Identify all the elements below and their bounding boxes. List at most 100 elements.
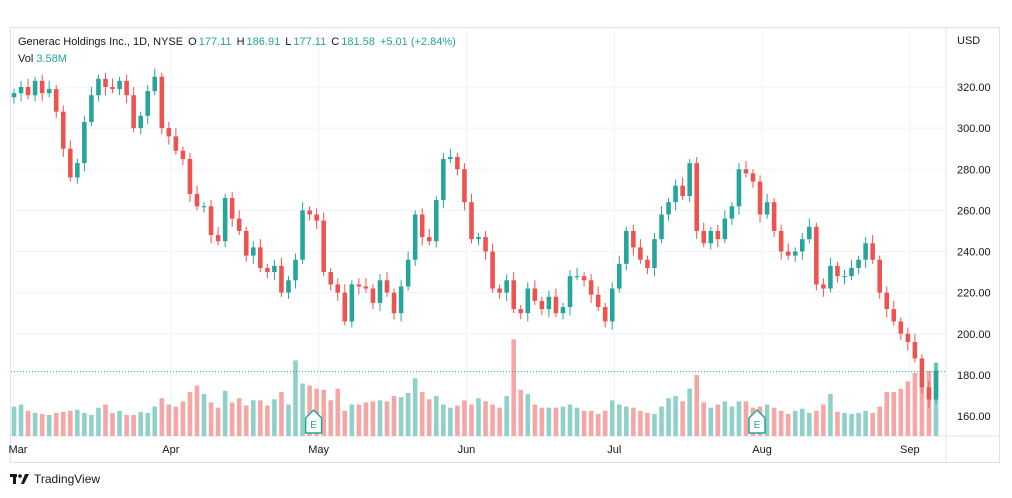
volume-bar [638,410,643,436]
volume-bar [736,401,742,436]
volume-bar [173,406,179,436]
candle-body [553,296,559,314]
volume-bar [567,404,573,436]
volume-bar [799,408,805,436]
volume-bar [272,399,277,436]
candle-body [138,115,143,129]
candle-body [412,214,418,260]
volume-bar [405,392,411,436]
volume-bar [124,415,129,436]
candle-body [75,163,80,178]
brand-name: TradingView [34,472,101,486]
candle-body [835,265,840,277]
volume-bar [680,401,685,436]
candle-body [807,226,812,240]
volume-bar [469,404,474,436]
low-label: L [285,36,292,48]
candle-body [455,156,460,170]
volume-bar [434,396,439,436]
candle-body [117,80,122,90]
volume-bar [222,390,228,436]
volume-bar [785,413,791,436]
candle-body [546,296,552,310]
candle-body [722,218,728,240]
volume-bar [363,402,369,436]
volume-bar [912,373,918,436]
candle-body [251,247,256,256]
volume-bar [884,391,890,436]
candle-body [652,239,657,268]
candle-body [877,259,882,293]
candle-body [504,280,509,293]
branding[interactable]: TradingView [10,472,100,486]
candle-body [201,206,207,208]
vol-label[interactable]: Vol [18,53,34,65]
candle-body [68,148,73,178]
volume-bar [856,412,861,436]
candle-body [588,280,594,295]
volume-bar [743,401,749,436]
candle-body [279,265,284,293]
volume-bars [11,339,939,436]
volume-bar [764,404,770,436]
volume-bar [771,407,777,436]
symbol-title[interactable]: Generac Holdings Inc., 1D, NYSE [18,36,184,48]
volume-bar [18,404,24,436]
candle-body [180,150,186,159]
candle-body [419,214,425,238]
candle-body [483,237,488,252]
chart-frame[interactable] [10,27,1000,463]
candle-body [821,284,826,289]
candle-body [300,210,305,260]
earnings-marker[interactable]: E [304,408,323,434]
candle-body [743,169,749,174]
candle-body [898,321,904,334]
candle-body [208,206,214,236]
volume-bar [110,412,115,436]
volume-bar [616,404,622,436]
candle-body [82,121,87,164]
candle-body [103,78,108,87]
volume-bar [258,400,263,436]
earnings-marker-label: E [754,420,761,431]
volume-bar [39,413,45,436]
candle-body [490,251,495,289]
volume-bar [187,391,193,436]
volume-bar [25,410,31,436]
volume-bar [342,410,348,436]
candle-body [666,202,671,215]
volume-bar [300,383,305,436]
candle-body [131,95,136,129]
time-axis: Mar Apr May Jun Jul Aug Sep [9,444,920,456]
candle-body [405,259,411,287]
volume-bar [53,412,59,436]
candle-body [602,307,608,322]
volume-bar [863,410,868,436]
candle-body [645,259,650,268]
candle-body [145,91,151,116]
candle-body [462,169,467,203]
y-tick-label: 180.00 [957,370,991,382]
volume-bar [792,410,798,436]
high-value: 186.91 [246,36,281,48]
x-tick-label: Apr [162,444,179,456]
volume-bar [877,406,882,436]
candle-body [39,80,45,94]
candle-body [673,185,678,203]
volume-bar [708,407,714,436]
candle-body [729,206,735,219]
volume-bar [152,406,158,436]
candle-body [32,80,38,96]
volume-bar [828,394,833,436]
earnings-marker[interactable]: E [748,408,766,434]
candle-body [638,247,643,260]
candle-body [363,286,369,289]
x-tick-label: Jul [607,444,621,456]
volume-bar [68,410,73,436]
candle-body [286,280,291,293]
volume-bar [919,375,925,436]
y-tick-label: 200.00 [957,329,991,341]
volume-bar [849,413,854,436]
volume-bar [138,411,143,436]
